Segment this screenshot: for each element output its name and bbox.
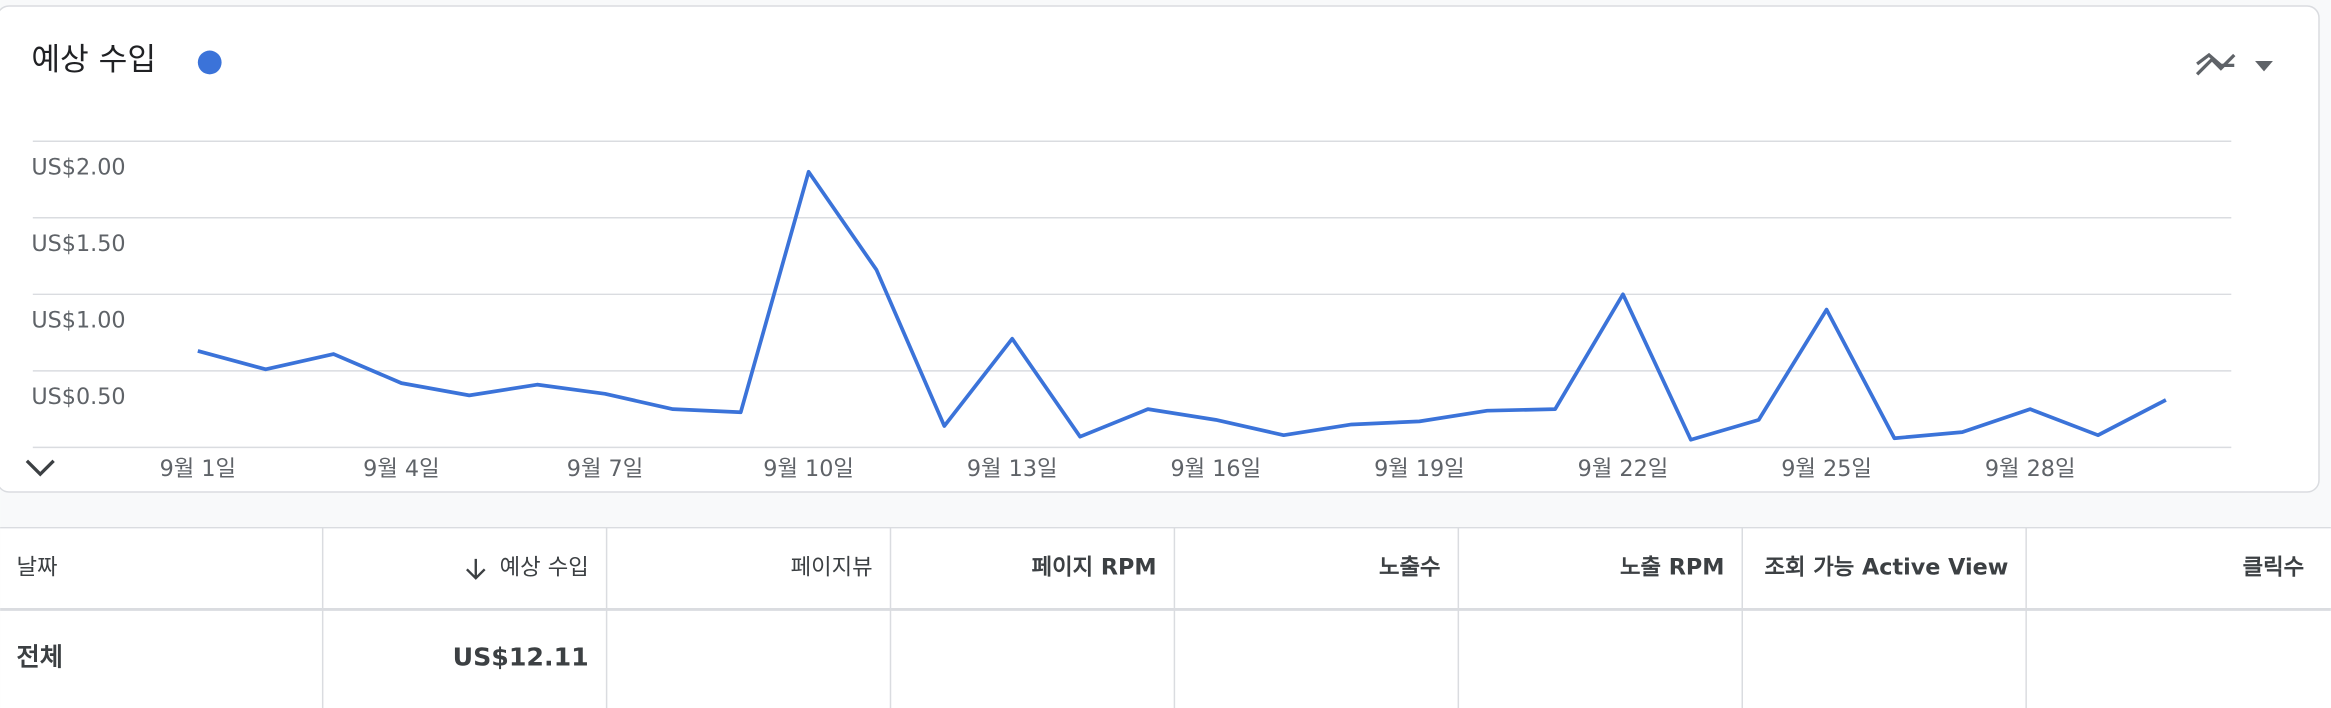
y-tick-label: US$1.50 (31, 231, 125, 257)
x-tick-label: 9월 1일 (160, 456, 236, 482)
column-header: 페이지 RPM (1032, 554, 1157, 580)
chart-type-button[interactable] (2195, 52, 2273, 76)
table-cell: US$12.11 (453, 643, 589, 672)
table: 날짜 예상 수입 페이지뷰 페이지 RPM 노출수 노출 RPM 조회 가능 Active … (0, 526, 2331, 708)
x-tick-label: 9월 28일 (1985, 456, 2076, 482)
table-cell: 전체 (16, 643, 62, 672)
legend-marker (197, 50, 222, 75)
sort-icon[interactable] (466, 558, 486, 580)
column-header: 예상 수입 (500, 554, 589, 580)
x-tick-label: 9월 19일 (1374, 456, 1465, 482)
y-tick-label: US$0.50 (31, 384, 125, 410)
y-tick-label: US$2.00 (31, 154, 125, 180)
column-header: 노출수 (1379, 554, 1441, 580)
column-header: 조회 가능 Active View (1764, 554, 2008, 580)
x-tick-label: 9월 10일 (763, 456, 854, 482)
column-header: 페이지뷰 (791, 554, 873, 580)
line (197, 169, 2167, 442)
legend-label: 예상 수입 (31, 42, 156, 78)
x-tick-label: 9월 13일 (967, 456, 1058, 482)
table-body (0, 527, 2331, 708)
column-header: 클릭수 (2243, 554, 2305, 580)
x-tick-label: 9월 7일 (567, 456, 643, 482)
column-header: 날짜 (16, 554, 57, 580)
chart-card (0, 5, 2320, 493)
x-tick-label: 9월 16일 (1170, 456, 1261, 482)
column-header: 노출 RPM (1620, 554, 1724, 580)
y-tick-label: US$1.00 (31, 308, 125, 334)
expand-button[interactable] (25, 459, 55, 477)
x-tick-label: 9월 22일 (1578, 456, 1669, 482)
x-tick-label: 9월 25일 (1781, 456, 1872, 482)
x-tick-label: 9월 4일 (363, 456, 439, 482)
